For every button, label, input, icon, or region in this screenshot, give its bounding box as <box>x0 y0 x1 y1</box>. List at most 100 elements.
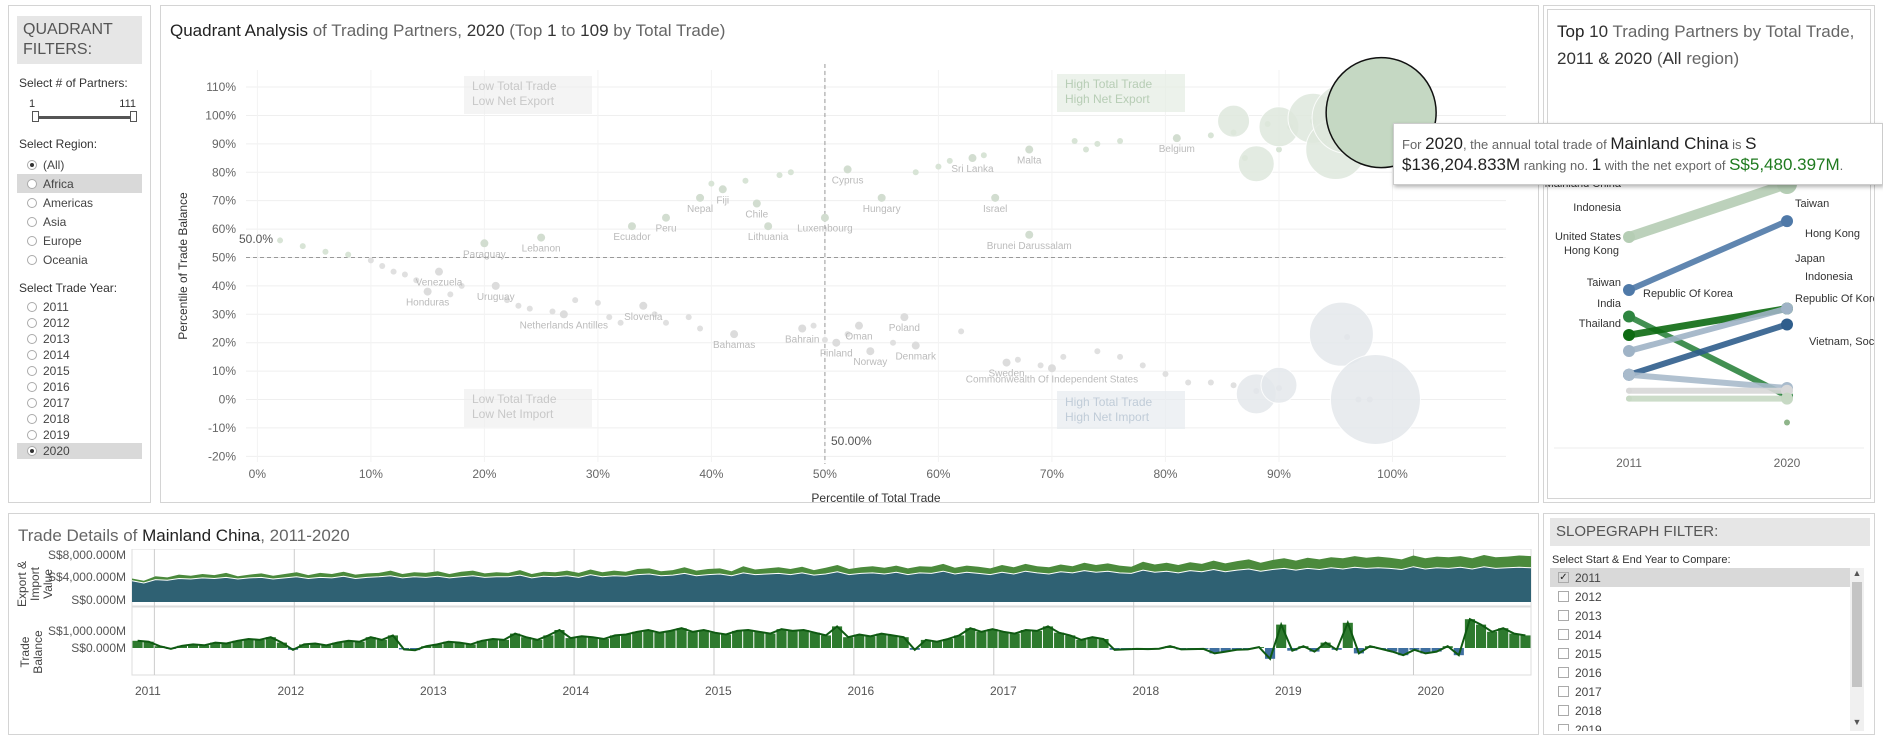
slope-line <box>1624 179 1792 242</box>
balance-bar <box>1065 635 1076 648</box>
slopefilter-scrollbar[interactable]: ▲ ▼ <box>1850 568 1864 731</box>
balance-bar <box>1309 648 1320 652</box>
year-option[interactable]: 2018 <box>17 411 142 427</box>
balance-bar <box>1042 626 1054 648</box>
slopefilter-option-label: 2011 <box>1575 570 1601 585</box>
data-point <box>730 330 739 339</box>
y-tick-label: 10% <box>212 364 236 378</box>
year-option[interactable]: 2014 <box>17 347 142 363</box>
balance-bar <box>1398 648 1409 656</box>
data-point <box>491 281 500 290</box>
slope-point-2020 <box>1784 419 1790 426</box>
scroll-up-icon[interactable]: ▲ <box>1852 568 1862 578</box>
region-option[interactable]: Africa <box>17 174 142 193</box>
y-tick-label: 70% <box>212 194 236 208</box>
year-option[interactable]: 2020 <box>17 443 142 459</box>
quadrant-panel: Quadrant Analysis of Trading Partners, 2… <box>160 5 1539 503</box>
radio-icon <box>27 414 37 424</box>
year-option[interactable]: 2015 <box>17 363 142 379</box>
balance-bar <box>987 629 998 648</box>
slopefilter-option[interactable]: 2014 <box>1550 625 1850 644</box>
balance-bar <box>410 648 421 651</box>
balance-bar <box>943 639 954 648</box>
region-option-label: Americas <box>43 195 94 210</box>
ylab2-line1: Trade <box>18 636 32 667</box>
slopefilter-option-label: 2013 <box>1575 608 1602 623</box>
balance-bar <box>876 633 887 648</box>
region-option-label: Europe <box>43 233 82 248</box>
year-option[interactable]: 2013 <box>17 331 142 347</box>
slider-handle-min[interactable] <box>32 111 39 122</box>
slopefilter-option[interactable]: 2017 <box>1550 682 1850 701</box>
region-option[interactable]: Asia <box>17 212 142 231</box>
slopefilter-option[interactable]: 2013 <box>1550 606 1850 625</box>
scroll-thumb[interactable] <box>1852 582 1862 687</box>
region-option[interactable]: (All) <box>17 155 142 174</box>
year-option[interactable]: 2016 <box>17 379 142 395</box>
data-point <box>900 313 909 322</box>
balance-bar <box>1209 648 1220 654</box>
data-point-label: Belgium <box>1159 144 1195 155</box>
scroll-down-icon[interactable]: ▼ <box>1852 717 1862 727</box>
data-point <box>480 239 489 248</box>
slopefilter-list: ✓ 2011 2012 2013 2014 2015 2016 2017 2018 2019 <box>1550 568 1850 731</box>
slopefilter-option[interactable]: 2012 <box>1550 587 1850 606</box>
slopefilter-option[interactable]: 2016 <box>1550 663 1850 682</box>
balance-bar <box>998 631 1009 648</box>
year-option[interactable]: 2011 <box>17 299 142 315</box>
tt-pre: For <box>1402 137 1426 152</box>
balance-bar <box>754 631 765 648</box>
slope-title-d: region) <box>1681 49 1740 68</box>
year-option[interactable]: 2019 <box>17 427 142 443</box>
balance-bar <box>1420 648 1431 654</box>
slopefilter-option[interactable]: ✓ 2011 <box>1550 568 1850 587</box>
y-tick-label: 30% <box>212 307 236 321</box>
slope-right-label: Taiwan <box>1795 198 1829 210</box>
data-point <box>1002 358 1011 367</box>
balance-bar <box>931 641 943 648</box>
checkbox-icon: ✓ <box>1558 572 1569 583</box>
region-option[interactable]: Americas <box>17 193 142 212</box>
balance-bar <box>476 640 487 648</box>
y-tick-label: 50% <box>212 250 236 264</box>
data-point <box>367 257 374 264</box>
ylab1-line1: Export & <box>15 561 29 607</box>
tt-end: . <box>1839 158 1844 173</box>
slopefilter-option[interactable]: 2015 <box>1550 644 1850 663</box>
slopegraph-title: Top 10 Trading Partners by Total Trade, … <box>1557 18 1857 72</box>
region-option[interactable]: Oceania <box>17 250 142 269</box>
balance-bar <box>1387 648 1398 652</box>
data-point <box>752 199 761 208</box>
x-tick-label: 50% <box>813 467 837 481</box>
tt-mid: , the annual total trade of <box>1462 137 1611 152</box>
quadrant-chart[interactable]: -20% -10% 0% 10% 20% 30% 40% 50% 60% 70% 80% 90% 100… <box>161 32 1538 502</box>
details-ylabel-value: Export &ImportValue <box>15 561 55 607</box>
x-tick-label: 100% <box>1377 467 1408 481</box>
year-option-label: 2017 <box>43 396 70 410</box>
partners-slider[interactable] <box>32 111 137 122</box>
year-option[interactable]: 2012 <box>17 315 142 331</box>
balance-bar <box>1487 631 1498 648</box>
data-point <box>843 165 852 174</box>
trade-details-chart[interactable]: 2011 2012 2013 2014 2015 2016 2017 2018 2019 2020… <box>9 549 1538 734</box>
slider-handle-max[interactable] <box>130 111 137 122</box>
region-option[interactable]: Europe <box>17 231 142 250</box>
balance-bar <box>432 644 443 648</box>
slopefilter-option[interactable]: 2019 <box>1550 720 1850 731</box>
tooltip-line2: $136,204.833M ranking no. 1 with the net… <box>1402 153 1874 178</box>
x-tick-label: 40% <box>699 467 723 481</box>
slope-title-r: All <box>1662 49 1682 68</box>
balance-bar <box>521 637 532 648</box>
slope-x-right: 2020 <box>1774 456 1801 470</box>
balance-bar <box>887 635 898 648</box>
slope-right-label: Indonesia <box>1805 271 1854 283</box>
data-point <box>1230 382 1237 389</box>
partners-label: Select # of Partners: <box>19 76 128 90</box>
slopefilter-option[interactable]: 2018 <box>1550 701 1850 720</box>
data-point <box>696 193 705 202</box>
data-point <box>1117 138 1124 145</box>
balance-bar <box>1098 639 1109 648</box>
x-tick-label: 20% <box>472 467 496 481</box>
year-option[interactable]: 2017 <box>17 395 142 411</box>
quadrant-title-d: to <box>556 21 581 40</box>
